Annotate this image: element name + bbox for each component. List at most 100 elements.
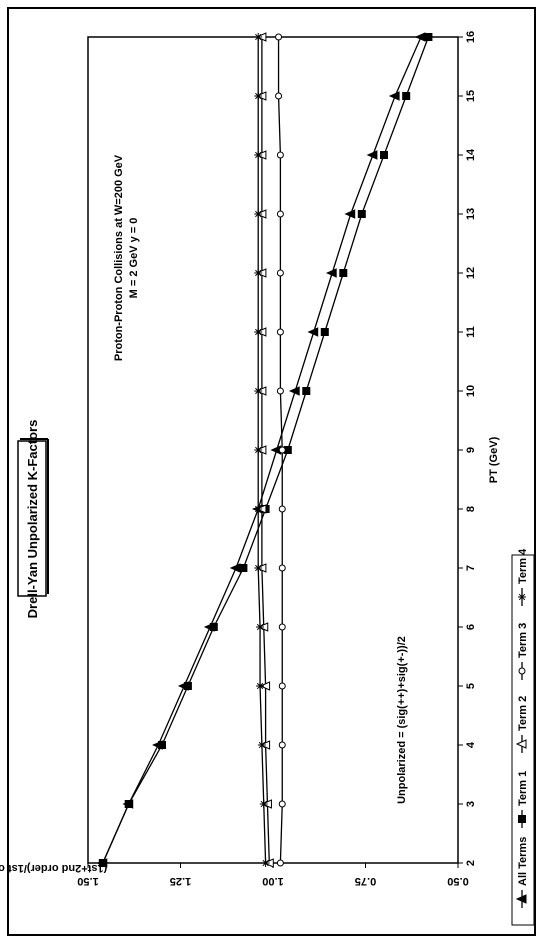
data-point (518, 593, 526, 601)
x-tick-label: 12 (465, 267, 477, 279)
series-layer (96, 32, 433, 868)
data-point (424, 33, 433, 41)
data-point (124, 800, 133, 808)
data-point (257, 741, 266, 749)
data-point (283, 446, 292, 454)
x-tick-label: 4 (465, 741, 477, 748)
data-point (183, 682, 192, 690)
data-point (278, 505, 286, 513)
star-stroke (255, 151, 262, 159)
legend-label: Term 3 (517, 623, 529, 658)
chart-annotation: Unpolarized = (sig(++)+sig(+-))/2 (396, 636, 408, 804)
star-stroke (518, 593, 526, 601)
data-point (254, 328, 263, 336)
x-tick-label: 11 (465, 326, 477, 338)
x-tick-label: 3 (465, 801, 477, 807)
data-point (239, 564, 248, 572)
data-point (357, 210, 366, 218)
data-point (276, 387, 284, 395)
legend: All Terms Term 1 Term 2 Term 3 Term 4 (511, 548, 535, 926)
data-point (98, 859, 107, 867)
data-point (414, 32, 426, 42)
data-point (366, 150, 378, 160)
star-stroke (255, 269, 262, 277)
data-point (254, 446, 263, 454)
y-axis-label: (1st+2nd order)/1st order (0, 862, 107, 874)
title-box: Drell-Yan Unpolarized K-Factors (17, 420, 49, 619)
data-point (275, 33, 283, 41)
star-stroke (255, 33, 262, 41)
data-point (515, 739, 527, 749)
title-box-outline (17, 440, 47, 597)
star-stroke (262, 859, 269, 867)
data-point (339, 269, 348, 277)
data-point (158, 741, 166, 749)
x-tick-label: 16 (465, 31, 477, 43)
chart-title: Drell-Yan Unpolarized K-Factors (25, 420, 40, 619)
data-point (254, 564, 263, 572)
data-point (278, 741, 286, 749)
y-tick-label: 0.50 (447, 875, 468, 887)
data-point (288, 386, 300, 396)
x-tick-label: 9 (465, 447, 477, 453)
data-point (278, 446, 286, 454)
data-point (276, 210, 284, 218)
x-tick-label: 14 (465, 148, 477, 161)
data-point (254, 92, 263, 100)
series-term-4 (254, 33, 270, 867)
legend-label: Term 1 (517, 771, 529, 806)
data-point (518, 815, 526, 823)
data-point (254, 505, 263, 513)
data-point (325, 268, 337, 278)
x-tick-label: 2 (465, 860, 477, 866)
data-point (307, 327, 319, 337)
data-point (276, 269, 284, 277)
x-tick-label: 5 (465, 683, 477, 689)
data-point (278, 800, 286, 808)
data-point (388, 91, 400, 101)
star-stroke (255, 387, 262, 395)
series-term-1 (98, 33, 433, 867)
data-point (254, 387, 263, 395)
legend-box (511, 554, 535, 926)
chart-subtitle-2: M = 2 GeV y = 0 (128, 218, 140, 299)
data-point (209, 623, 218, 631)
star-stroke (256, 623, 264, 631)
legend-label: Term 4 (517, 548, 529, 584)
data-point (254, 210, 263, 218)
chart-frame (7, 7, 536, 936)
x-tick-label: 7 (465, 565, 477, 571)
chart-subtitle-1: Proton-Proton Collisions at W=200 GeV (113, 154, 125, 361)
star-stroke (255, 505, 262, 513)
data-point (276, 328, 284, 336)
y-tick-label: 1.25 (170, 875, 191, 887)
axes-group: 2 3 4 5 6 7 8 9 10 11 12 13 14 15 16 0.50 0.75 1.00 1.25 1.… (77, 31, 477, 887)
x-tick-label: 10 (465, 385, 477, 397)
labels-group: Drell-Yan Unpolarized K-Factors Proton-P… (0, 154, 500, 874)
x-tick-label: 6 (465, 624, 477, 630)
data-point (344, 209, 356, 219)
data-point (259, 800, 268, 808)
data-point (518, 667, 526, 675)
data-point (515, 894, 527, 904)
data-point (278, 623, 286, 631)
x-tick-label: 13 (465, 208, 477, 220)
data-point (276, 151, 284, 159)
data-point (302, 387, 311, 395)
star-stroke (255, 446, 262, 454)
data-point (402, 92, 411, 100)
data-point (275, 92, 283, 100)
x-tick-label: 8 (465, 506, 477, 512)
data-point (261, 859, 270, 867)
legend-label: Term 2 (517, 696, 529, 731)
star-stroke (255, 210, 262, 218)
star-stroke (255, 564, 262, 572)
y-tick-label: 1.50 (77, 875, 98, 887)
star-stroke (255, 92, 262, 100)
data-point (254, 269, 263, 277)
data-point (254, 33, 263, 41)
data-point (380, 151, 388, 159)
data-point (278, 564, 286, 572)
x-tick-label: 15 (465, 90, 477, 102)
